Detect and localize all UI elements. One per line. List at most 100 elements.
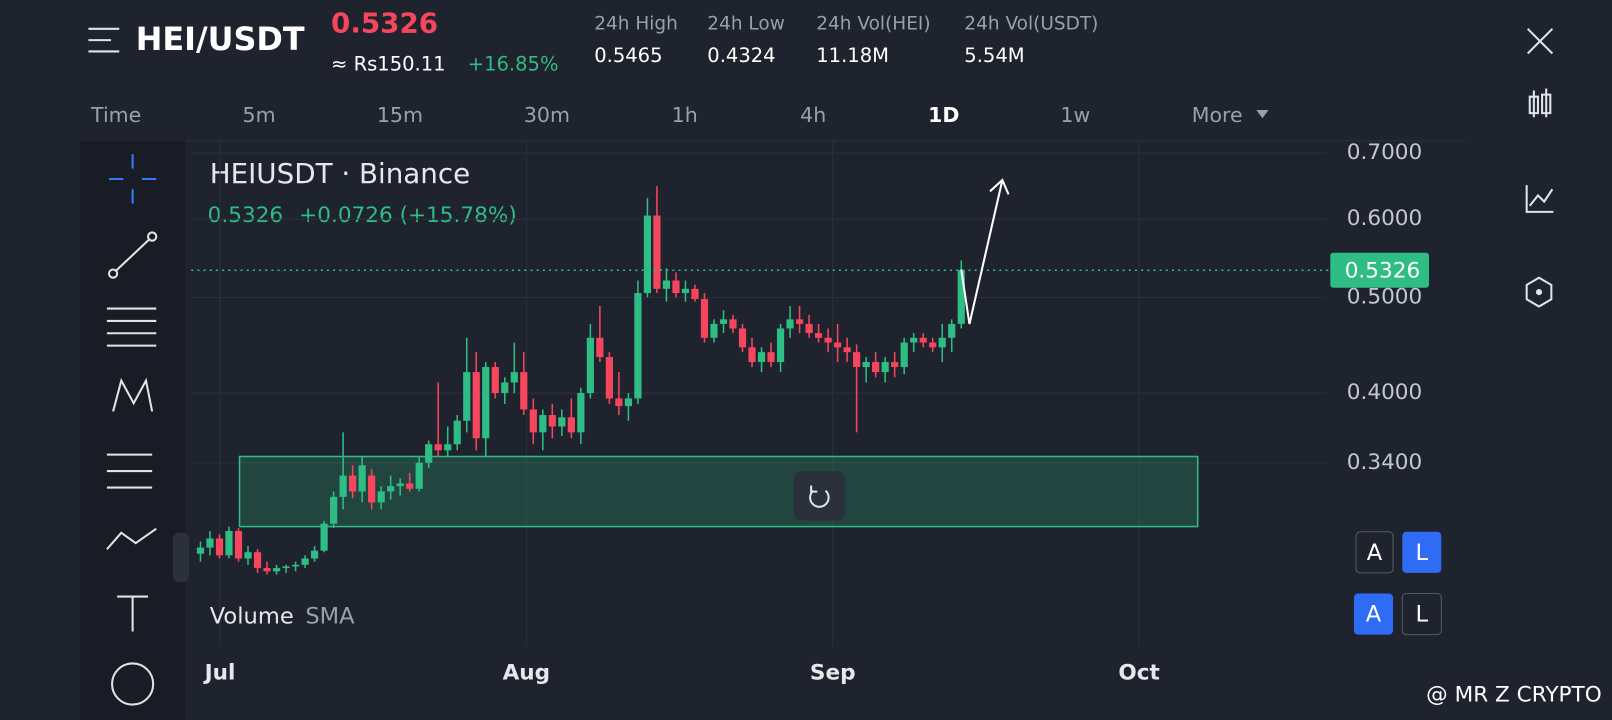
body [948,323,956,338]
body [320,523,328,551]
body [444,444,452,451]
x-tick-label: Oct [1118,661,1159,686]
tab[interactable]: 1w [1060,103,1090,127]
candles-icon[interactable] [1528,88,1552,118]
body [567,417,575,433]
body [330,496,338,524]
y-tick-label: 0.3400 [1347,450,1422,475]
x-tick-label: Aug [503,661,551,686]
stat-value: 5.54M [964,44,1024,67]
body [767,352,775,363]
body [358,465,366,492]
tab[interactable]: 4h [800,103,826,127]
tab[interactable]: 1D [928,103,959,127]
log-button[interactable] [1401,592,1442,636]
body [634,293,642,399]
body [558,417,566,427]
body [501,382,509,394]
close-button[interactable] [1526,28,1554,55]
body [577,393,585,433]
local-price: ≈ Rs150.11 [331,52,446,75]
body [653,215,661,289]
x-tick-label: Jul [203,661,236,686]
tab[interactable]: More [1192,103,1243,127]
body [482,367,490,439]
crosshair-tool[interactable] [108,154,157,204]
body [691,288,699,300]
body [795,319,804,324]
body [196,547,205,554]
x-tick-label: Sep [810,661,856,686]
body [291,564,300,567]
fib-tool[interactable] [106,307,157,347]
body [814,333,823,338]
volume-label: Volume [210,604,294,630]
menu-icon[interactable] [88,27,120,53]
body [529,409,537,433]
body [824,337,832,343]
reset-button[interactable] [793,471,846,521]
body [729,319,737,329]
body [853,352,861,368]
auto-label: A [1367,540,1383,566]
watermark: @ MR Z CRYPTO [1426,682,1602,707]
body [919,337,927,343]
stat-label: 24h Low [707,14,785,35]
body [700,299,709,338]
collapse-button[interactable] [172,532,190,583]
body [415,462,423,489]
body [272,568,281,572]
tab[interactable]: 30m [524,103,570,127]
body [672,280,680,294]
body [681,288,690,294]
text-tool[interactable] [117,595,149,632]
log-label: L [1416,540,1429,566]
body [301,558,309,565]
y-tick-label: 0.5000 [1347,284,1422,309]
trend-tool[interactable] [106,527,157,550]
body [662,280,671,289]
settings-icon[interactable] [1525,276,1553,308]
body [453,420,461,445]
stat-label: 24h Vol(HEI) [816,14,930,35]
body [910,337,918,343]
body [463,372,471,421]
volume-study: SMA [305,604,355,630]
log-button[interactable] [1402,531,1442,573]
price: 0.5326 [331,7,438,40]
body [349,475,357,492]
indicator-icon[interactable] [1525,185,1554,213]
pattern-tool[interactable] [112,377,154,412]
tab[interactable]: 1h [672,103,698,127]
stat-label: 24h High [594,14,678,35]
body [406,483,414,489]
body [263,568,271,572]
auto-button[interactable] [1355,531,1394,574]
body [234,530,243,559]
body [624,398,633,407]
last-price-tag [1330,252,1430,288]
channel-tool[interactable] [106,453,153,489]
body [310,550,319,559]
body [253,552,262,569]
tab[interactable]: 5m [243,103,276,127]
body [776,328,785,363]
line-tool[interactable] [107,231,158,279]
auto-label: A [1366,602,1382,628]
body [539,415,547,433]
stat-label: 24h Vol(USDT) [964,14,1098,35]
body [786,319,794,329]
body [434,444,442,451]
emoji-tool[interactable] [111,662,155,706]
body [244,552,252,559]
tab[interactable]: 15m [377,103,423,127]
legend-change: +0.0726 (+15.78%) [299,203,517,228]
body [748,347,756,363]
tab[interactable]: Time [90,103,141,127]
auto-button[interactable] [1353,593,1394,635]
body [225,530,233,556]
body [596,337,604,358]
more-caret [1256,110,1269,119]
body [719,319,728,324]
body [938,337,946,348]
